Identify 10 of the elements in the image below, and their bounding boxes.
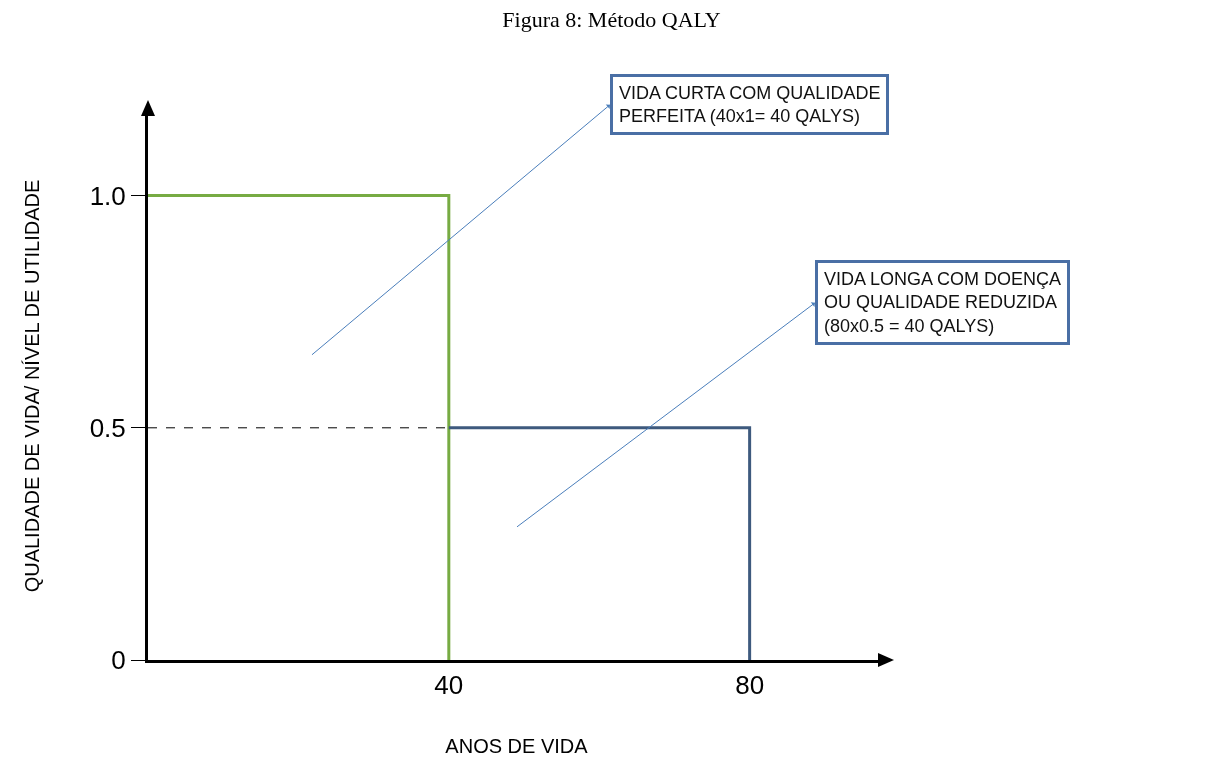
annotation: VIDA CURTA COM QUALIDADE PERFEITA (40x1= 40 QALYS) [619, 83, 881, 127]
x-tick-label: 80 [735, 670, 765, 701]
y-tick-label: 1.0 [89, 180, 126, 211]
x-axis-title: ANOS DE VIDA [445, 734, 589, 757]
y-axis-title: QUALIDADE DE VIDA/ NÍVEL DE UTILIDADE [21, 179, 44, 593]
x-tick-label: 40 [434, 670, 464, 701]
y-tick-label: 0.5 [89, 412, 126, 443]
y-tick-label: 0 [111, 645, 126, 676]
annotation: VIDA LONGA COM DOENÇA OU QUALIDADE REDUZIDA (80x0.5 = 40 QALYS) [824, 269, 1062, 336]
chart-title: Figura 8: Método QALY [502, 6, 721, 32]
